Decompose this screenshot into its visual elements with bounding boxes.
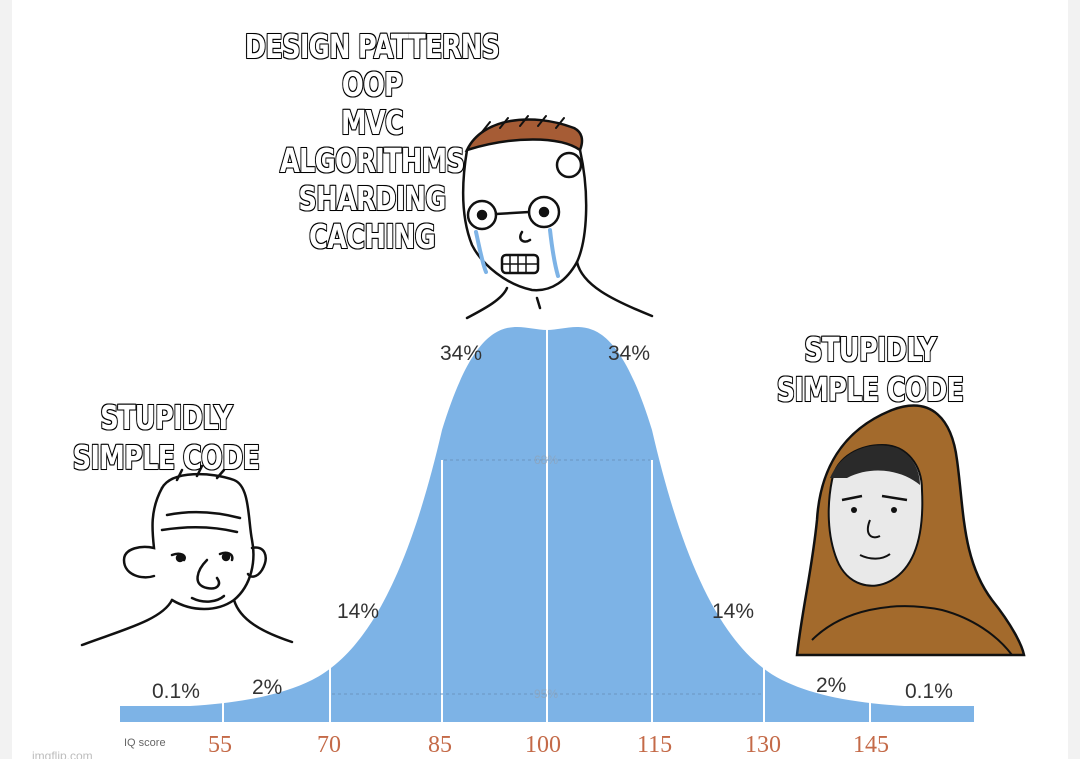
pct-left-center: 34% xyxy=(440,342,482,365)
pct-far-left: 0.1% xyxy=(152,680,200,703)
pct-right-tail: 2% xyxy=(816,674,846,697)
tick-label: 70 xyxy=(317,732,341,758)
band-68-label: 68% xyxy=(534,453,558,467)
caption-left: STUPIDLY SIMPLE CODE xyxy=(65,397,268,478)
caption-line: STUPIDLY xyxy=(803,329,937,370)
watermark: imgflip.com xyxy=(32,749,93,759)
meme-canvas: 68% 95% 0.1% 2% 14% 34% 34% 14% 2% 0.1% … xyxy=(12,0,1068,759)
pct-left-tail: 2% xyxy=(252,676,282,699)
pct-left-shoulder: 14% xyxy=(337,600,379,623)
wojak-crying-glasses-icon xyxy=(461,115,654,320)
tick-label: 55 xyxy=(208,732,232,758)
tick-label: 85 xyxy=(428,732,452,758)
band-95-label: 95% xyxy=(534,687,558,701)
pct-right-center: 34% xyxy=(608,342,650,365)
caption-line: CACHING xyxy=(308,217,436,257)
tick-label: 100 xyxy=(525,732,561,758)
caption-line: DESIGN PATTERNS xyxy=(244,27,501,67)
axis-label: IQ score xyxy=(124,737,166,749)
caption-line: OOP xyxy=(341,65,404,105)
caption-line: SHARDING xyxy=(298,179,448,219)
caption-line: MVC xyxy=(340,103,404,143)
caption-line: SIMPLE CODE xyxy=(776,369,965,410)
caption-line: STUPIDLY xyxy=(99,397,233,438)
caption-right: STUPIDLY SIMPLE CODE xyxy=(769,329,972,410)
pct-far-right: 0.1% xyxy=(905,680,953,703)
caption-line: SIMPLE CODE xyxy=(72,437,261,478)
tick-label: 130 xyxy=(745,732,781,758)
caption-middle: DESIGN PATTERNS OOP MVC ALGORITHMS SHARD… xyxy=(200,27,543,257)
bell-curve-figure: 68% 95% 0.1% 2% 14% 34% 34% 14% 2% 0.1% … xyxy=(32,115,1026,759)
sd-lines xyxy=(222,330,871,722)
wojak-simple-icon xyxy=(80,464,294,647)
pct-right-shoulder: 14% xyxy=(712,600,754,623)
hooded-jedi-icon xyxy=(795,404,1026,657)
tick-labels: 55 70 85 100 115 130 145 xyxy=(208,732,889,758)
tick-label: 145 xyxy=(853,732,889,758)
tick-label: 115 xyxy=(637,732,672,758)
caption-line: ALGORITHMS xyxy=(279,141,466,181)
